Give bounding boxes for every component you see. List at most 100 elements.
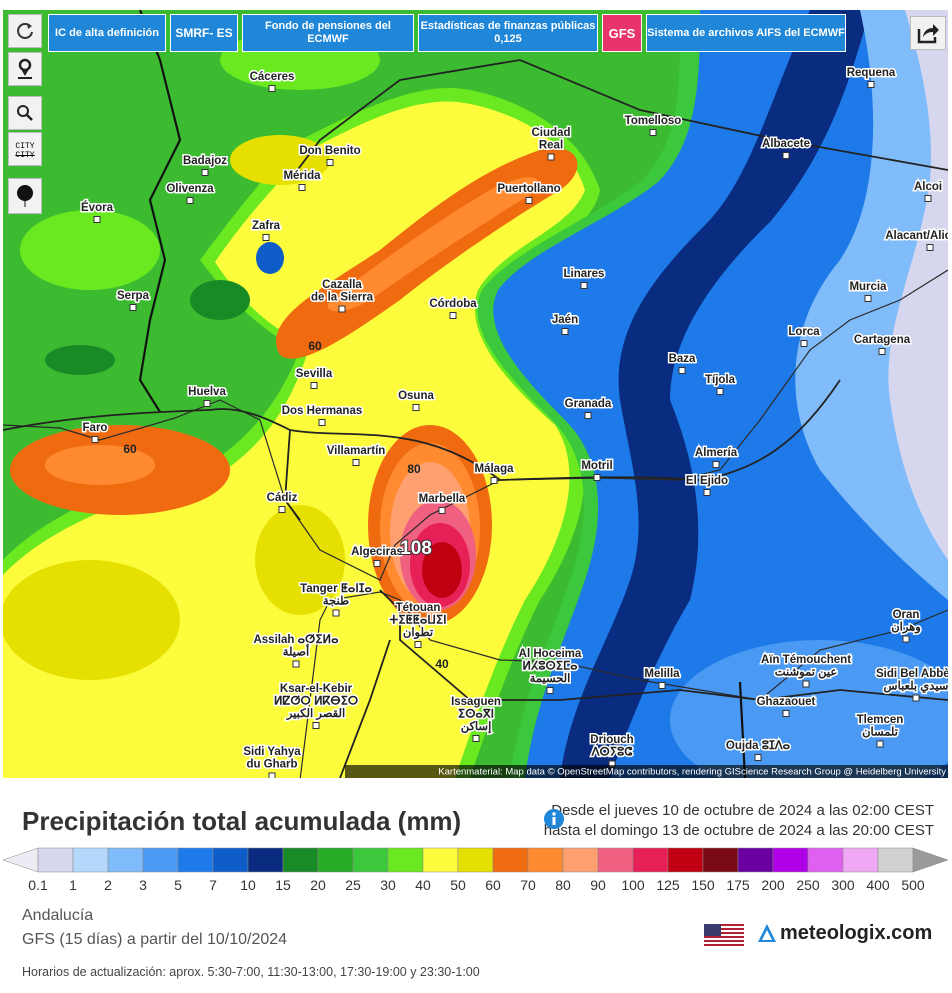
button-line: Estadísticas de finanzas públicas xyxy=(420,20,596,32)
city-marker xyxy=(800,340,808,347)
city-marker xyxy=(878,348,886,355)
city-label: Tlemcen xyxy=(857,714,904,726)
city-marker xyxy=(525,197,533,204)
city-marker xyxy=(310,382,318,389)
zoom-button[interactable] xyxy=(8,96,42,130)
color-scale: 0.1 1 2 3 5 7 10 15 20 25 30 40 50 60 70 80 90 100 125 150 1… xyxy=(2,847,949,893)
scale-label: 100 xyxy=(621,877,645,893)
city-marker xyxy=(93,216,101,223)
city-label: Tanger ⵟⴰⵏⵊⴰ xyxy=(300,582,372,595)
city-marker xyxy=(472,735,480,742)
city-marker xyxy=(658,682,666,689)
coastlines xyxy=(3,269,948,778)
city-marker xyxy=(802,680,810,688)
city-label: Huelva xyxy=(188,386,226,398)
toolbar-button[interactable]: SMRF- ES xyxy=(170,14,238,52)
city-label: طنجة xyxy=(323,595,349,608)
city-label: Granada xyxy=(565,398,612,410)
city-marker xyxy=(292,660,300,668)
city-toggle[interactable]: CITY CITY xyxy=(8,132,42,166)
scale-box xyxy=(317,847,354,873)
scale-label: 500 xyxy=(901,877,925,893)
scale-box xyxy=(107,847,144,873)
city-label: ⴷⵔⵢⵓⵛ xyxy=(591,746,634,759)
city-label: Málaga xyxy=(475,463,515,475)
scale-label: 150 xyxy=(691,877,715,893)
contour-label: 60 xyxy=(308,339,322,353)
city-label: Oujda ⵓⵊⴷⴰ xyxy=(726,739,791,752)
toolbar-button[interactable]: Estadísticas de finanzas públicas 0,125 xyxy=(418,14,598,52)
city-label: Ksar-el-Kebir xyxy=(280,683,353,695)
brand[interactable]: meteologix.com xyxy=(780,922,933,944)
scale-box xyxy=(807,847,844,873)
city-label: Zafra xyxy=(252,220,281,232)
scale-box xyxy=(212,847,249,873)
city-label: Alcoi xyxy=(914,181,942,193)
precip-field xyxy=(3,10,948,778)
city-label: Requena xyxy=(847,67,896,79)
scale-box xyxy=(702,847,739,873)
city-label: وهران xyxy=(891,621,921,635)
city-label: ⵍⵇⵚⵔ ⵍⴽⴱⵉⵔ xyxy=(274,695,359,708)
attribution: Kartenmaterial: Map data © OpenStreetMap… xyxy=(438,767,946,778)
location-button[interactable] xyxy=(8,52,42,86)
city-label: Alacant/Alicante xyxy=(885,230,948,242)
city-labels: Cáceres Badajoz Don Benito Mérida Olivenza Év… xyxy=(80,66,948,778)
toolbar-button[interactable]: Sistema de archivos AIFS del ECMWF xyxy=(646,14,846,52)
city-marker xyxy=(593,474,601,481)
city-marker xyxy=(490,477,498,484)
city-marker xyxy=(876,740,884,748)
scale-label: 1 xyxy=(69,877,77,893)
city-label: Tomelloso xyxy=(625,115,682,127)
city-marker xyxy=(547,153,555,161)
brand-logo xyxy=(758,924,776,942)
city-marker xyxy=(438,507,446,514)
language-flag[interactable] xyxy=(704,924,744,946)
scale-arrow-low xyxy=(2,847,39,873)
city-label: Puertollano xyxy=(497,183,560,195)
map[interactable]: Cáceres Badajoz Don Benito Mérida Olivenza Év… xyxy=(3,10,948,778)
scale-label: 50 xyxy=(450,877,466,893)
city-marker xyxy=(716,388,724,395)
city-label: سيدي بلعباس xyxy=(884,680,948,694)
scale-arrow-high xyxy=(912,847,949,873)
city-label: ⵍⵃⵓⵙⵉⵎⴰ xyxy=(522,660,578,673)
scale-box xyxy=(37,847,74,873)
city-marker xyxy=(867,81,875,88)
city-label: Oran xyxy=(893,609,920,621)
city-marker xyxy=(678,367,686,374)
city-marker xyxy=(924,195,932,202)
city-marker xyxy=(412,404,420,411)
button-line: 0,125 xyxy=(494,33,522,45)
toolbar-button[interactable]: Fondo de pensiones del ECMWF xyxy=(242,14,414,52)
city-label: القصر الكبير xyxy=(286,707,345,721)
city-marker xyxy=(186,197,194,204)
date-from: Desde el jueves 10 de octubre de 2024 a … xyxy=(551,802,934,819)
city-label: Évora xyxy=(81,201,114,214)
icon xyxy=(17,23,33,39)
scale-box xyxy=(597,847,634,873)
city-marker xyxy=(298,184,306,191)
scale-label: 7 xyxy=(209,877,217,893)
scale-label: 10 xyxy=(240,877,256,893)
contour-label: 108 xyxy=(400,538,432,559)
scale-box xyxy=(737,847,774,873)
city-label: Melilla xyxy=(644,668,680,680)
city-label: إساكن xyxy=(461,720,492,734)
contour-label: 40 xyxy=(435,657,449,671)
scale-label: 80 xyxy=(555,877,571,893)
city-label: du Gharb xyxy=(246,759,297,771)
toolbar-button[interactable]: GFS xyxy=(602,14,642,52)
scale-box xyxy=(877,847,914,873)
toolbar-button[interactable]: IC de alta definición xyxy=(48,14,166,52)
date-range: Desde el jueves 10 de octubre de 2024 a … xyxy=(544,801,934,841)
icon xyxy=(917,24,939,44)
model: GFS (15 días) a partir del 10/10/2024 xyxy=(22,931,288,948)
reload-button[interactable] xyxy=(8,14,42,48)
scale-label: 15 xyxy=(275,877,291,893)
info-icon[interactable] xyxy=(543,808,565,830)
share-button[interactable] xyxy=(910,16,946,50)
city-label: de la Sierra xyxy=(311,292,374,304)
dot-button[interactable] xyxy=(8,178,42,214)
scale-label: 3 xyxy=(139,877,147,893)
